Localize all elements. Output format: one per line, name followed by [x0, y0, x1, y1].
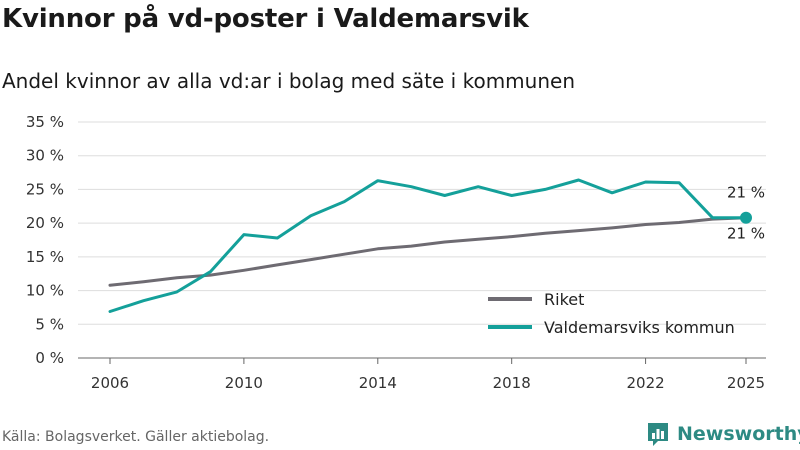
series-line-valdemarsvik — [108, 178, 748, 313]
data-label: 21 % — [727, 184, 765, 202]
grid-lines — [78, 121, 766, 359]
data-label: 21 % — [727, 225, 765, 243]
x-tick-label: 2025 — [727, 374, 765, 392]
brand-logo: Newsworthy — [646, 421, 800, 447]
y-tick-label: 35 % — [26, 113, 64, 131]
x-tick-label: 2006 — [91, 374, 129, 392]
x-tick-label: 2014 — [359, 374, 397, 392]
brand-name: Newsworthy — [677, 423, 800, 445]
annotations: 21 % 21 % — [727, 184, 765, 243]
chart-title: Kvinnor på vd-poster i Valdemarsvik — [2, 4, 529, 34]
y-tick-label: 5 % — [35, 315, 64, 333]
legend-label: Valdemarsviks kommun — [544, 318, 735, 337]
y-tick-label: 25 % — [26, 180, 64, 198]
y-tick-label: 10 % — [26, 282, 64, 300]
y-tick-label: 0 % — [35, 349, 64, 367]
y-tick-label: 20 % — [26, 214, 64, 232]
x-tick-label: 2010 — [225, 374, 263, 392]
source-note: Källa: Bolagsverket. Gäller aktiebolag. — [2, 429, 270, 445]
x-axis: 2006 2010 2014 2018 2022 2025 — [78, 357, 766, 392]
legend: Riket Valdemarsviks kommun — [488, 290, 735, 337]
legend-label: Riket — [544, 290, 584, 309]
x-tick-label: 2022 — [626, 374, 664, 392]
y-axis: 0 % 5 % 10 % 15 % 20 % 25 % 30 % 35 % — [26, 113, 64, 367]
y-tick-label: 15 % — [26, 248, 64, 266]
chart-subtitle: Andel kvinnor av alla vd:ar i bolag med … — [2, 69, 575, 93]
series-line-riket — [108, 216, 748, 287]
series-lines — [108, 178, 752, 313]
last-point-marker — [740, 211, 752, 224]
x-tick-label: 2018 — [493, 374, 531, 392]
newsworthy-logo-icon — [648, 423, 668, 446]
y-tick-label: 30 % — [26, 147, 64, 165]
